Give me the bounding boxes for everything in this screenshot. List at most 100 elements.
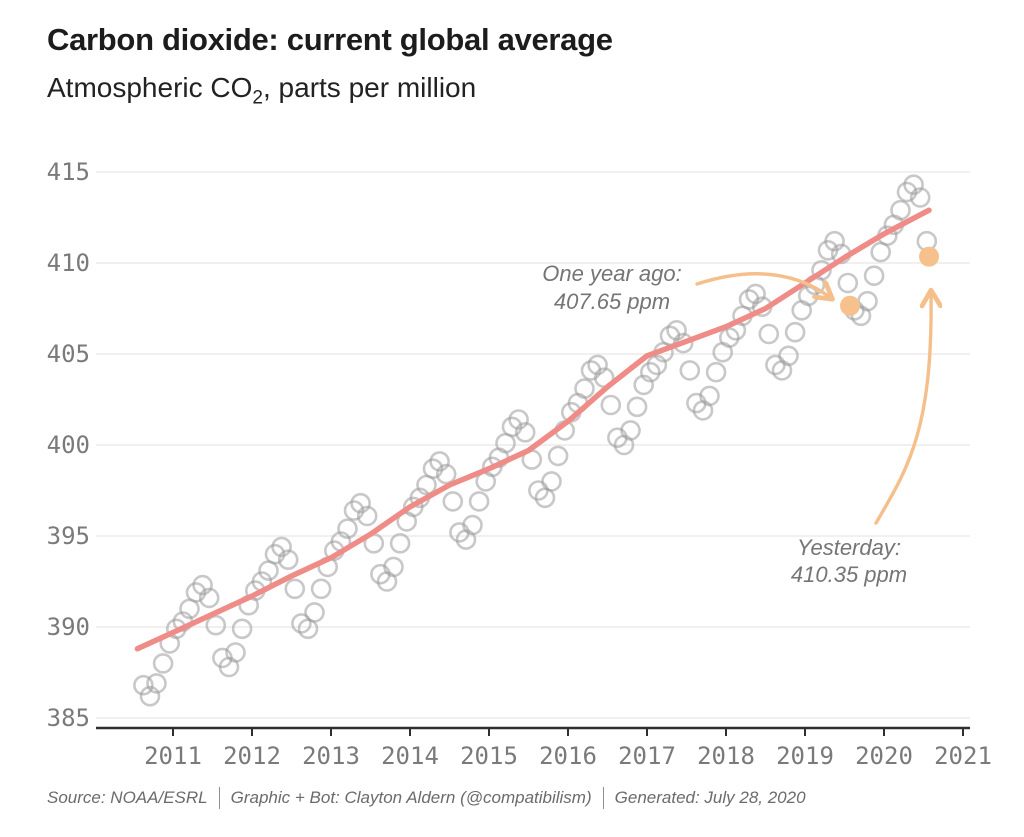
- data-point: [574, 378, 595, 399]
- data-point: [501, 416, 523, 438]
- data-point: [192, 574, 213, 596]
- data-point: [231, 618, 253, 640]
- data-point: [620, 420, 641, 441]
- data-point: [264, 543, 286, 565]
- y-axis-tick-label: 385: [47, 704, 90, 732]
- source-line: Source: NOAA/ESRL Graphic + Bot: Clayton…: [47, 787, 806, 809]
- data-point: [310, 578, 332, 600]
- data-point: [863, 265, 885, 287]
- yesterday-annotation-label: Yesterday:: [797, 535, 901, 560]
- trend-line: [134, 207, 932, 652]
- subtitle-prefix: Atmospheric CO: [47, 72, 253, 103]
- data-point: [758, 323, 780, 345]
- data-point: [633, 374, 655, 396]
- data-point: [778, 345, 799, 367]
- data-point: [277, 549, 299, 571]
- x-axis-tick-label: 2020: [855, 742, 913, 770]
- x-axis-tick-label: 2019: [776, 742, 834, 770]
- chart-subtitle: Atmospheric CO2, parts per million: [47, 72, 477, 108]
- data-point: [745, 283, 766, 305]
- one-year-ago-annotation-label: One year ago:: [542, 261, 681, 286]
- footer-divider: [218, 787, 220, 809]
- data-point: [462, 514, 483, 536]
- yesterday-arrow: [874, 292, 931, 525]
- subtitle-suffix: , parts per million: [263, 72, 477, 103]
- data-point: [271, 536, 292, 558]
- footer-generated: Generated: July 28, 2020: [614, 788, 806, 807]
- y-axis-tick-label: 415: [47, 158, 90, 186]
- y-axis-tick-label: 395: [47, 522, 90, 550]
- data-point: [705, 361, 727, 383]
- data-point: [824, 230, 845, 252]
- subtitle-subscript: 2: [252, 87, 263, 109]
- data-point: [429, 451, 450, 472]
- data-point: [133, 674, 154, 696]
- footer-credit: Graphic + Bot: Clayton Aldern (@compatib…: [230, 788, 592, 807]
- data-point: [442, 491, 464, 512]
- data-point: [699, 385, 720, 407]
- y-axis-tick-label: 405: [47, 340, 90, 368]
- x-axis-tick-label: 2011: [144, 742, 202, 770]
- data-point: [811, 259, 832, 281]
- x-axis-tick-label: 2014: [381, 742, 439, 770]
- x-axis-tick-label: 2017: [618, 742, 676, 770]
- data-point: [784, 321, 806, 343]
- data-point: [541, 471, 562, 492]
- yesterday-dot: [919, 246, 940, 267]
- data-point: [291, 613, 312, 634]
- data-point: [205, 614, 227, 636]
- data-point: [679, 360, 701, 381]
- footer-source: Source: NOAA/ESRL: [47, 788, 208, 807]
- data-point: [139, 685, 161, 707]
- y-axis-tick-label: 410: [47, 249, 90, 277]
- data-point: [639, 361, 661, 383]
- data-point: [903, 174, 924, 195]
- one-year-ago-annotation-value: 407.65 ppm: [554, 289, 670, 314]
- data-point: [514, 421, 536, 443]
- data-point: [383, 556, 404, 578]
- data-point: [890, 199, 911, 221]
- y-axis-tick-label: 400: [47, 431, 90, 459]
- data-point: [600, 394, 622, 416]
- data-point: [837, 272, 859, 294]
- data-point: [626, 396, 648, 418]
- data-point: [435, 463, 457, 485]
- data-point: [284, 578, 306, 600]
- data-point: [304, 602, 325, 623]
- data-point: [350, 492, 371, 514]
- x-axis-tick-label: 2012: [223, 742, 281, 770]
- data-point: [389, 532, 411, 554]
- y-axis-tick-label: 390: [47, 613, 90, 641]
- x-axis-tick-label: 2018: [697, 742, 755, 770]
- data-point: [468, 491, 490, 512]
- data-point: [718, 327, 740, 348]
- data-point: [225, 642, 246, 663]
- data-point: [198, 587, 220, 609]
- data-point: [343, 500, 365, 521]
- footer-divider: [602, 787, 604, 809]
- data-point: [356, 505, 378, 527]
- data-point: [508, 409, 529, 430]
- data-point: [587, 354, 608, 376]
- x-axis-tick-label: 2016: [539, 742, 597, 770]
- data-point: [422, 458, 444, 480]
- data-point: [337, 518, 358, 540]
- yesterday-annotation-value: 410.35 ppm: [791, 562, 907, 587]
- data-point: [857, 290, 878, 312]
- page-title: Carbon dioxide: current global average: [47, 22, 613, 57]
- data-point: [909, 187, 931, 208]
- x-axis-tick-label: 2021: [934, 742, 992, 770]
- data-point: [896, 181, 918, 203]
- data-point: [185, 582, 207, 603]
- x-axis-tick-label: 2015: [460, 742, 518, 770]
- data-point: [547, 445, 569, 467]
- data-point: [646, 354, 668, 376]
- x-axis-tick-label: 2013: [302, 742, 360, 770]
- one-year-ago-dot: [840, 295, 861, 316]
- data-point: [666, 319, 687, 341]
- one-year-ago-arrow: [695, 272, 831, 298]
- data-point: [146, 673, 167, 694]
- data-point: [152, 653, 174, 674]
